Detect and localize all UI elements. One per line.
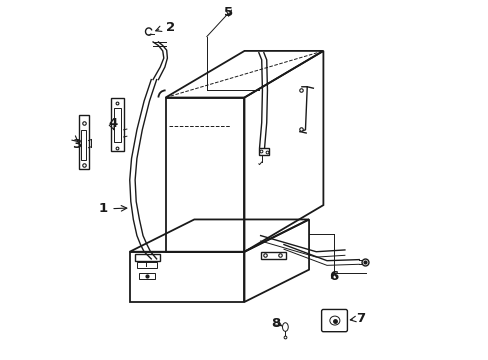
Text: 4: 4 (108, 117, 117, 130)
Text: 1: 1 (98, 202, 107, 215)
Text: 7: 7 (356, 312, 365, 325)
Text: 3: 3 (72, 138, 81, 151)
Text: 6: 6 (328, 270, 337, 283)
Text: 8: 8 (271, 317, 280, 330)
Text: 5: 5 (224, 6, 233, 19)
Text: 2: 2 (166, 21, 175, 34)
